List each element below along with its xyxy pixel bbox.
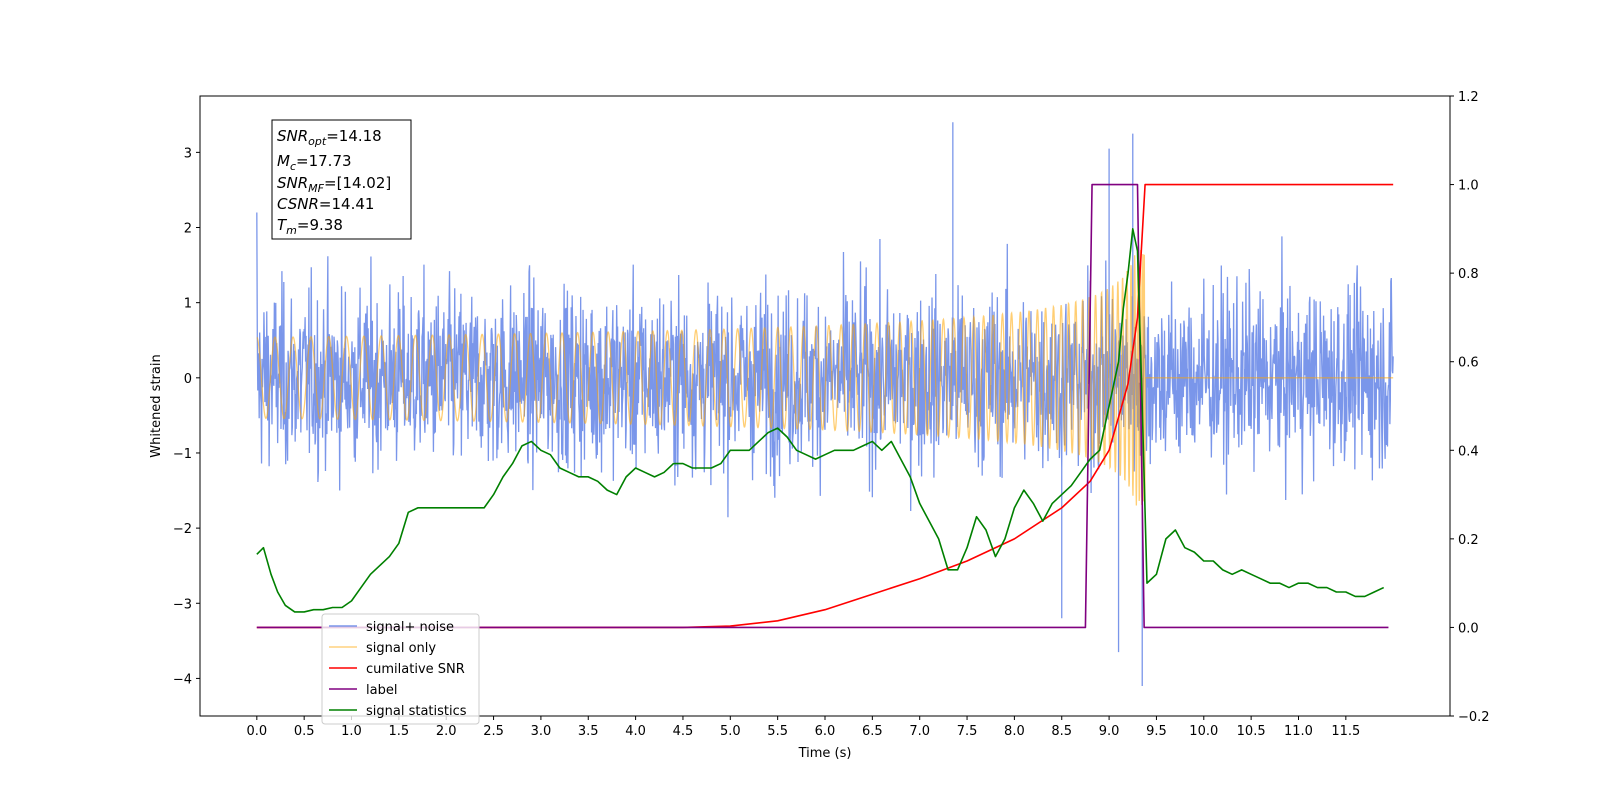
x-tick-label: 1.0 [341,724,362,739]
y-axis-left: 3 2 1 0 −1 −2 −3 −4 [173,146,200,687]
x-tick-label: 6.5 [862,724,883,739]
series-signal-statistics [256,228,1385,613]
y2-tick-label: 0.2 [1458,533,1479,548]
y-tick-label: −3 [173,597,192,612]
x-tick-label: 3.0 [531,724,552,739]
legend-label-signal-noise: signal+ noise [366,620,454,635]
x-tick-label: 2.5 [483,724,504,739]
x-tick-label: 1.5 [389,724,410,739]
x-tick-label: 0.5 [294,724,315,739]
x-tick-label: 4.5 [673,724,694,739]
x-tick-label: 0.0 [246,724,267,739]
legend-label-signal-statistics: signal statistics [366,704,467,719]
x-tick-label: 10.5 [1237,724,1266,739]
x-tick-label: 11.5 [1331,724,1360,739]
y2-tick-label: −0.2 [1458,710,1490,725]
info-snr-mf: SNRMF=[14.02] [277,174,391,195]
info-tm: Tm=9.38 [277,216,343,237]
info-box: SNRopt=14.18 Mc=17.73 SNRMF=[14.02] CSNR… [271,119,412,240]
info-box-frame [271,119,412,240]
info-mc: Mc=17.73 [277,152,352,173]
x-tick-label: 11.0 [1284,724,1313,739]
y-axis-right: 1.2 1.0 0.8 0.6 0.4 0.2 0.0 −0.2 [1450,90,1490,725]
series-signal-noise [256,122,1394,686]
y2-tick-label: 1.2 [1458,90,1479,105]
y2-tick-label: 0.4 [1458,444,1479,459]
plot-area [256,122,1394,686]
y-tick-label: −4 [173,672,192,687]
info-csnr: CSNR=14.41 [277,195,374,213]
legend-frame [321,613,480,725]
y2-tick-label: 0.6 [1458,356,1479,371]
x-tick-label: 8.5 [1051,724,1072,739]
y-tick-label: 1 [184,297,192,312]
x-tick-label: 7.5 [957,724,978,739]
series-signal-only [256,250,1394,506]
x-tick-label: 9.5 [1146,724,1167,739]
y-tick-label: −2 [173,522,192,537]
legend-label-cumulative-snr: cumilative SNR [366,662,465,677]
y2-tick-label: 0.0 [1458,621,1479,636]
y-axis-label: Whitened strain [149,354,164,457]
x-tick-label: 5.0 [720,724,741,739]
x-tick-label: 3.5 [578,724,599,739]
x-tick-label: 2.0 [436,724,457,739]
y-tick-label: 2 [184,222,192,237]
x-tick-label: 8.0 [1004,724,1025,739]
x-tick-label: 6.0 [815,724,836,739]
y-tick-label: 3 [184,146,192,161]
series-cumulative-snr [256,183,1394,629]
info-snr-opt: SNRopt=14.18 [277,127,382,148]
y-tick-label: −1 [173,447,192,462]
legend-label-signal-only: signal only [366,641,436,656]
y2-tick-label: 0.8 [1458,267,1479,282]
series-layer [256,122,1394,686]
legend-label-label: label [366,683,397,698]
legend: signal+ noise signal only cumilative SNR… [321,613,480,725]
x-tick-label: 5.5 [767,724,788,739]
x-tick-label: 10.0 [1189,724,1218,739]
x-tick-label: 9.0 [1099,724,1120,739]
y-tick-label: 0 [184,372,192,387]
x-tick-label: 7.0 [909,724,930,739]
x-tick-label: 4.0 [625,724,646,739]
y2-tick-label: 1.0 [1458,179,1479,194]
x-axis: 0.0 0.5 1.0 1.5 2.0 2.5 3.0 3.5 4.0 4.5 5.0 5.5 6.0 6… [246,716,1360,739]
series-label [256,183,1389,629]
x-axis-label: Time (s) [798,746,852,761]
